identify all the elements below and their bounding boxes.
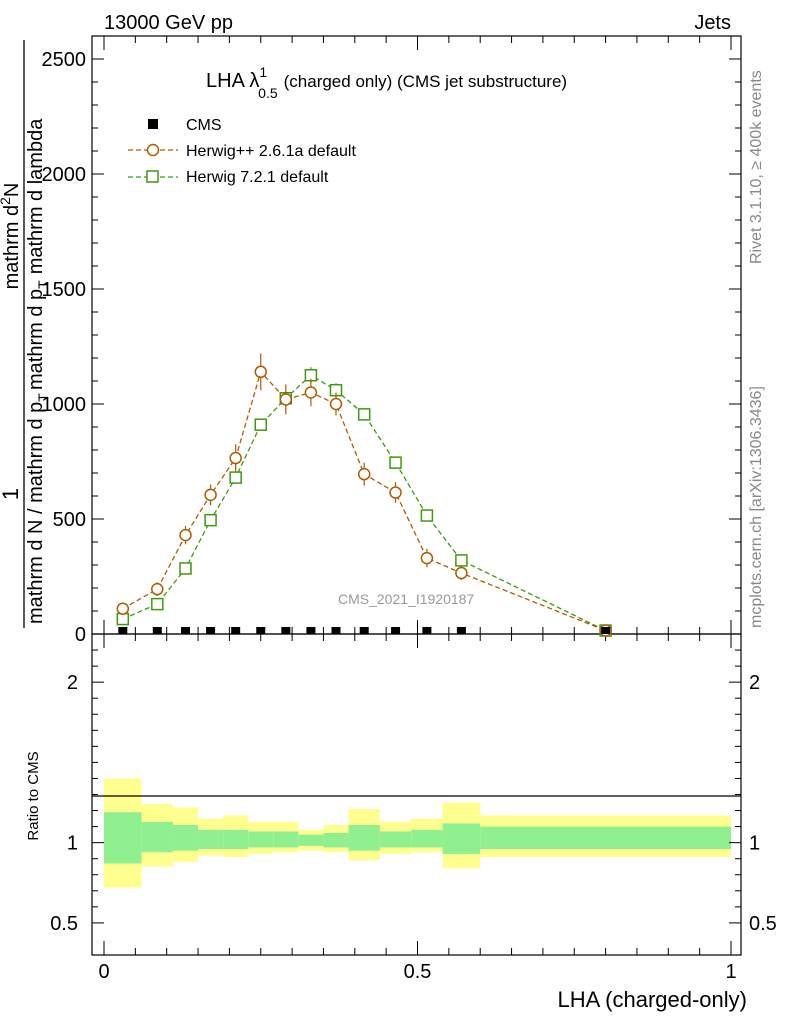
herwig-old-point: [204, 488, 217, 502]
axis-ticks: 0 500 1000 1500 2000 2500 0 0.5 1 0.5 0.5 1 1 2 2: [42, 36, 777, 983]
ratio-ytick-label-right: 1: [749, 833, 760, 855]
data-series: [116, 353, 612, 637]
herwig-old-point: [304, 386, 318, 399]
cms-point: [331, 627, 341, 634]
ratio-band-inner: [298, 834, 324, 846]
herwig-new-point: [455, 554, 468, 567]
ratio-band-inner: [323, 833, 349, 848]
cms-point: [152, 627, 162, 634]
cms-point: [281, 627, 291, 634]
ratio-band-inner: [273, 831, 299, 848]
ratio-band-inner: [442, 823, 481, 854]
cms-point: [601, 627, 611, 634]
herwig-new-line: [122, 374, 606, 632]
legend-cms-label: CMS: [186, 117, 222, 134]
title-subscript: 0.5: [258, 85, 278, 101]
herwig-old-point: [151, 582, 164, 596]
ratio-panel-frame: [91, 633, 742, 956]
title-rest: (charged only) (CMS jet substructure): [284, 72, 567, 91]
ylabel-numerator: 1: [0, 488, 23, 500]
ratio-ylabel: Ratio to CMS: [25, 751, 42, 840]
herwig-old-point: [455, 566, 468, 580]
cms-point: [422, 627, 432, 634]
cms-point: [206, 627, 216, 634]
ratio-band-inner: [104, 812, 142, 864]
cms-point: [391, 627, 401, 634]
ratio-ytick-label: 2: [67, 672, 78, 694]
ratio-ytick-label: 0.5: [50, 913, 78, 935]
ratio-band-inner: [480, 826, 731, 850]
ratio-band-inner: [411, 829, 443, 848]
herwig-new-point: [357, 408, 371, 421]
herwig-old-line: [122, 370, 606, 632]
herwig-new-point: [151, 597, 164, 611]
xlabel: LHA (charged-only): [557, 987, 747, 1012]
xtick-label: 0: [98, 961, 109, 983]
herwig-old-point: [389, 486, 402, 499]
main-ytick-label: 0: [75, 624, 86, 646]
herwig-new-point: [389, 456, 402, 469]
cms-point: [256, 627, 266, 634]
herwig-old-point: [357, 467, 371, 481]
xtick-label: 0.5: [404, 961, 432, 983]
ratio-band-inner: [141, 821, 173, 853]
herwig-old-point: [279, 393, 293, 406]
cms-point: [456, 627, 466, 634]
rivet-label: Rivet 3.1.10, ≥ 400k events: [748, 70, 765, 264]
herwig-new-point: [254, 418, 267, 431]
herwig-old-point: [329, 397, 343, 411]
energy-label: 13000 GeV pp: [104, 12, 233, 34]
ratio-band-inner: [172, 824, 199, 851]
xtick-label: 1: [725, 961, 736, 983]
main-ytick-label: 2000: [42, 164, 87, 186]
herwig-new-point: [229, 471, 242, 484]
legend: CMS Herwig++ 2.6.1a default Herwig 7.2.1…: [128, 117, 356, 186]
main-ytick-label: 1000: [42, 394, 87, 416]
herwig-new-point: [204, 513, 217, 527]
legend-herwig-new-marker: [146, 170, 159, 183]
ratio-ytick-label-right: 0.5: [749, 913, 777, 935]
legend-herwig-new-label: Herwig 7.2.1 default: [186, 169, 329, 186]
herwig-new-point: [420, 509, 434, 522]
herwig-new-point: [116, 612, 130, 626]
herwig-old-point: [254, 365, 267, 379]
cms-point: [118, 627, 128, 634]
ratio-band-inner: [348, 824, 380, 851]
main-ytick-label: 2500: [42, 49, 87, 71]
cms-point: [359, 627, 369, 634]
herwig-old-point: [179, 528, 192, 542]
ratio-bands: [104, 778, 731, 888]
ratio-band-inner: [248, 831, 274, 848]
main-ytick-label: 1500: [42, 279, 87, 301]
ylabel2-numerator: mathrm d2N: [0, 183, 23, 290]
cms-point: [181, 627, 191, 634]
title-superscript: 1: [259, 64, 267, 80]
jets-label: Jets: [694, 12, 731, 34]
legend-herwig-old-marker: [146, 143, 160, 157]
herwig-old-point: [116, 602, 130, 615]
cms-point: [306, 627, 316, 634]
analysis-watermark: CMS_2021_I1920187: [338, 591, 474, 607]
herwig-old-point: [420, 551, 434, 565]
ylabel2-denominator: mathrm d pTmathrm d lambda: [25, 118, 51, 390]
chart-title: LHA λ1 0.5(charged only) (CMS jet substru…: [206, 64, 567, 101]
legend-herwig-old-label: Herwig++ 2.6.1a default: [186, 143, 356, 160]
legend-cms-marker: [148, 119, 158, 129]
ratio-band-inner: [198, 829, 224, 850]
cms-point: [231, 627, 241, 634]
ratio-band-inner: [223, 829, 249, 850]
mcplots-label: mcplots.cern.ch [arXiv:1306.3436]: [748, 386, 765, 628]
main-ytick-label: 500: [53, 509, 86, 531]
ratio-band-inner: [379, 831, 412, 848]
ratio-ytick-label-right: 2: [749, 672, 760, 694]
ylabel-denominator: mathrm d N / mathrm d pT: [25, 393, 51, 624]
herwig-old-point: [229, 451, 242, 465]
herwig-new-point: [179, 562, 192, 575]
ratio-ytick-label: 1: [67, 833, 78, 855]
